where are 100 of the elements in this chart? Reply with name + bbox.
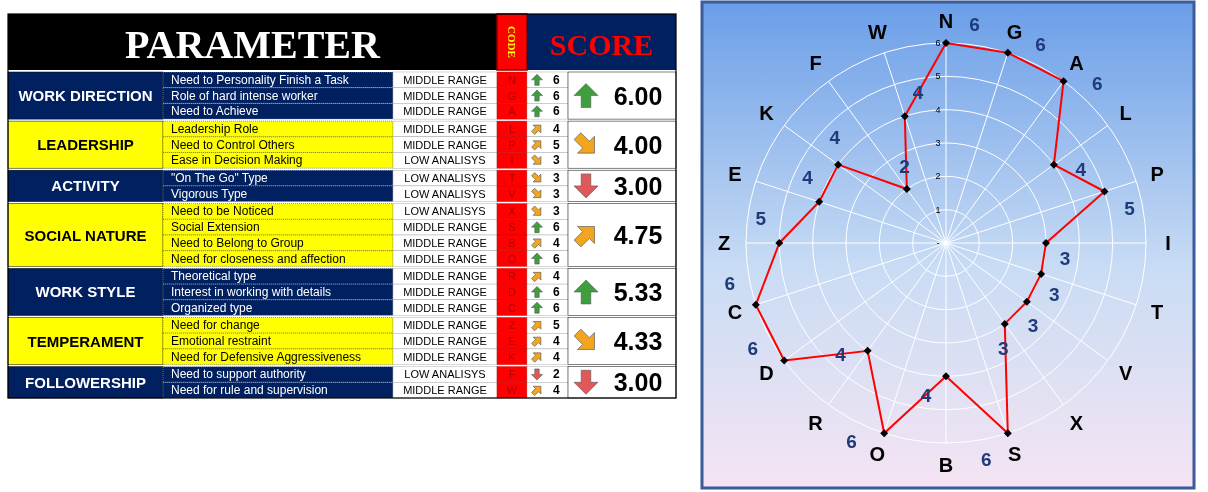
category-label: Need to support authority: [171, 367, 306, 382]
text: SOCIAL NATURE: [24, 226, 147, 244]
data-label: 6: [1092, 72, 1103, 94]
data-label: 4: [553, 334, 560, 349]
spoke-label: A: [1069, 52, 1084, 75]
text: N: [508, 73, 517, 86]
data-label: 6: [553, 104, 560, 119]
data-label: 3: [553, 153, 560, 168]
y-tick-label: 4: [935, 104, 941, 115]
text: S: [508, 221, 516, 234]
data-label: 3: [553, 186, 560, 201]
category-label: Interest in working with details: [171, 284, 332, 299]
text: O: [507, 252, 517, 265]
text: CODE: [506, 26, 518, 58]
category-label: Need for closeness and affection: [171, 251, 346, 266]
category-label: Emotional restraint: [171, 334, 272, 349]
category-label: "On The Go" Type: [171, 171, 269, 186]
text: K: [508, 350, 517, 363]
category-label: Need for rule and supervision: [171, 383, 328, 398]
text: F: [508, 368, 516, 381]
data-label: 3: [553, 204, 560, 219]
spoke-label: N: [938, 10, 954, 32]
data-label: 5: [755, 208, 767, 230]
category-label: MIDDLE RANGE: [403, 73, 487, 86]
data-label: 6: [846, 431, 857, 453]
category-label: MIDDLE RANGE: [403, 319, 487, 332]
text: V: [508, 187, 517, 200]
category-label: MIDDLE RANGE: [403, 122, 487, 135]
y-tick-label: 5: [935, 71, 941, 82]
spoke-label: X: [1069, 411, 1084, 434]
spoke-label: V: [1118, 362, 1133, 385]
text: L: [508, 122, 516, 135]
category-label: MIDDLE RANGE: [403, 270, 487, 283]
category-label: LOW ANALISYS: [404, 172, 486, 185]
spoke-label: D: [759, 362, 774, 385]
category-label: MIDDLE RANGE: [403, 335, 487, 348]
text: WORK STYLE: [35, 283, 136, 301]
data-label: 6: [553, 284, 560, 299]
category-label: Ease in Decision Making: [171, 153, 303, 168]
category-label: MIDDLE RANGE: [403, 236, 487, 249]
data-label: 4: [553, 383, 560, 398]
spoke-label: P: [1150, 163, 1164, 186]
data-label: 6: [553, 72, 560, 87]
category-label: Social Extension: [171, 220, 260, 235]
data-label: 6: [553, 88, 560, 103]
data-label: 6: [1035, 33, 1046, 55]
data-label: 5: [553, 318, 560, 333]
text: 3.00: [613, 171, 663, 200]
text: WORK DIRECTION: [18, 87, 153, 105]
data-label: 6: [553, 220, 560, 235]
data-label: 4: [553, 349, 560, 364]
data-label: 4: [553, 235, 560, 250]
text: LEADERSHIP: [37, 136, 134, 154]
y-tick-label: 2: [935, 171, 941, 182]
spoke-label: S: [1007, 443, 1022, 466]
category-label: MIDDLE RANGE: [403, 105, 487, 118]
text: 3.00: [613, 368, 663, 397]
category-label: Organized type: [171, 300, 253, 315]
text: P: [508, 138, 516, 151]
spoke-label: T: [1151, 300, 1164, 323]
data-label: 5: [553, 137, 560, 152]
spoke-label: G: [1006, 20, 1023, 43]
text: PARAMETER: [125, 21, 382, 67]
text: R: [508, 270, 517, 283]
spoke-label: L: [1119, 101, 1132, 124]
text: 4.33: [613, 327, 663, 356]
category-label: Need for change: [171, 318, 261, 333]
data-label: 6: [553, 251, 560, 266]
category-label: Need to Belong to Group: [171, 235, 305, 250]
text: FOLLOWERSHIP: [25, 373, 146, 391]
text: E: [508, 335, 516, 348]
category-label: MIDDLE RANGE: [403, 285, 487, 298]
y-tick-label: -: [936, 238, 940, 248]
category-label: MIDDLE RANGE: [403, 384, 487, 397]
data-label: 4: [1075, 159, 1087, 181]
text: 4.75: [613, 221, 663, 249]
text: SCORE: [549, 27, 654, 61]
category-label: LOW ANALISYS: [404, 187, 486, 200]
text: 4.00: [613, 130, 663, 159]
data-label: 3: [1049, 284, 1060, 306]
spoke-label: Z: [717, 232, 731, 254]
category-label: LOW ANALISYS: [404, 154, 486, 167]
text: T: [508, 172, 516, 185]
category-label: Role of hard intense worker: [171, 88, 318, 103]
text: B: [508, 236, 516, 249]
spoke-label: W: [867, 20, 887, 43]
data-label: 3: [1027, 315, 1039, 337]
y-tick-label: 6: [935, 38, 941, 48]
category-label: LOW ANALISYS: [404, 205, 486, 218]
category-label: Need to be Noticed: [171, 204, 274, 219]
category-label: MIDDLE RANGE: [403, 89, 487, 102]
data-label: 2: [553, 367, 560, 382]
data-label: 4: [829, 127, 841, 149]
data-label: 6: [724, 272, 736, 294]
text: 6.00: [613, 81, 663, 110]
spoke-label: K: [759, 101, 775, 124]
text: A: [508, 105, 517, 118]
data-label: 5: [1124, 198, 1136, 220]
category-label: LOW ANALISYS: [404, 368, 486, 381]
data-label: 3: [553, 171, 560, 186]
